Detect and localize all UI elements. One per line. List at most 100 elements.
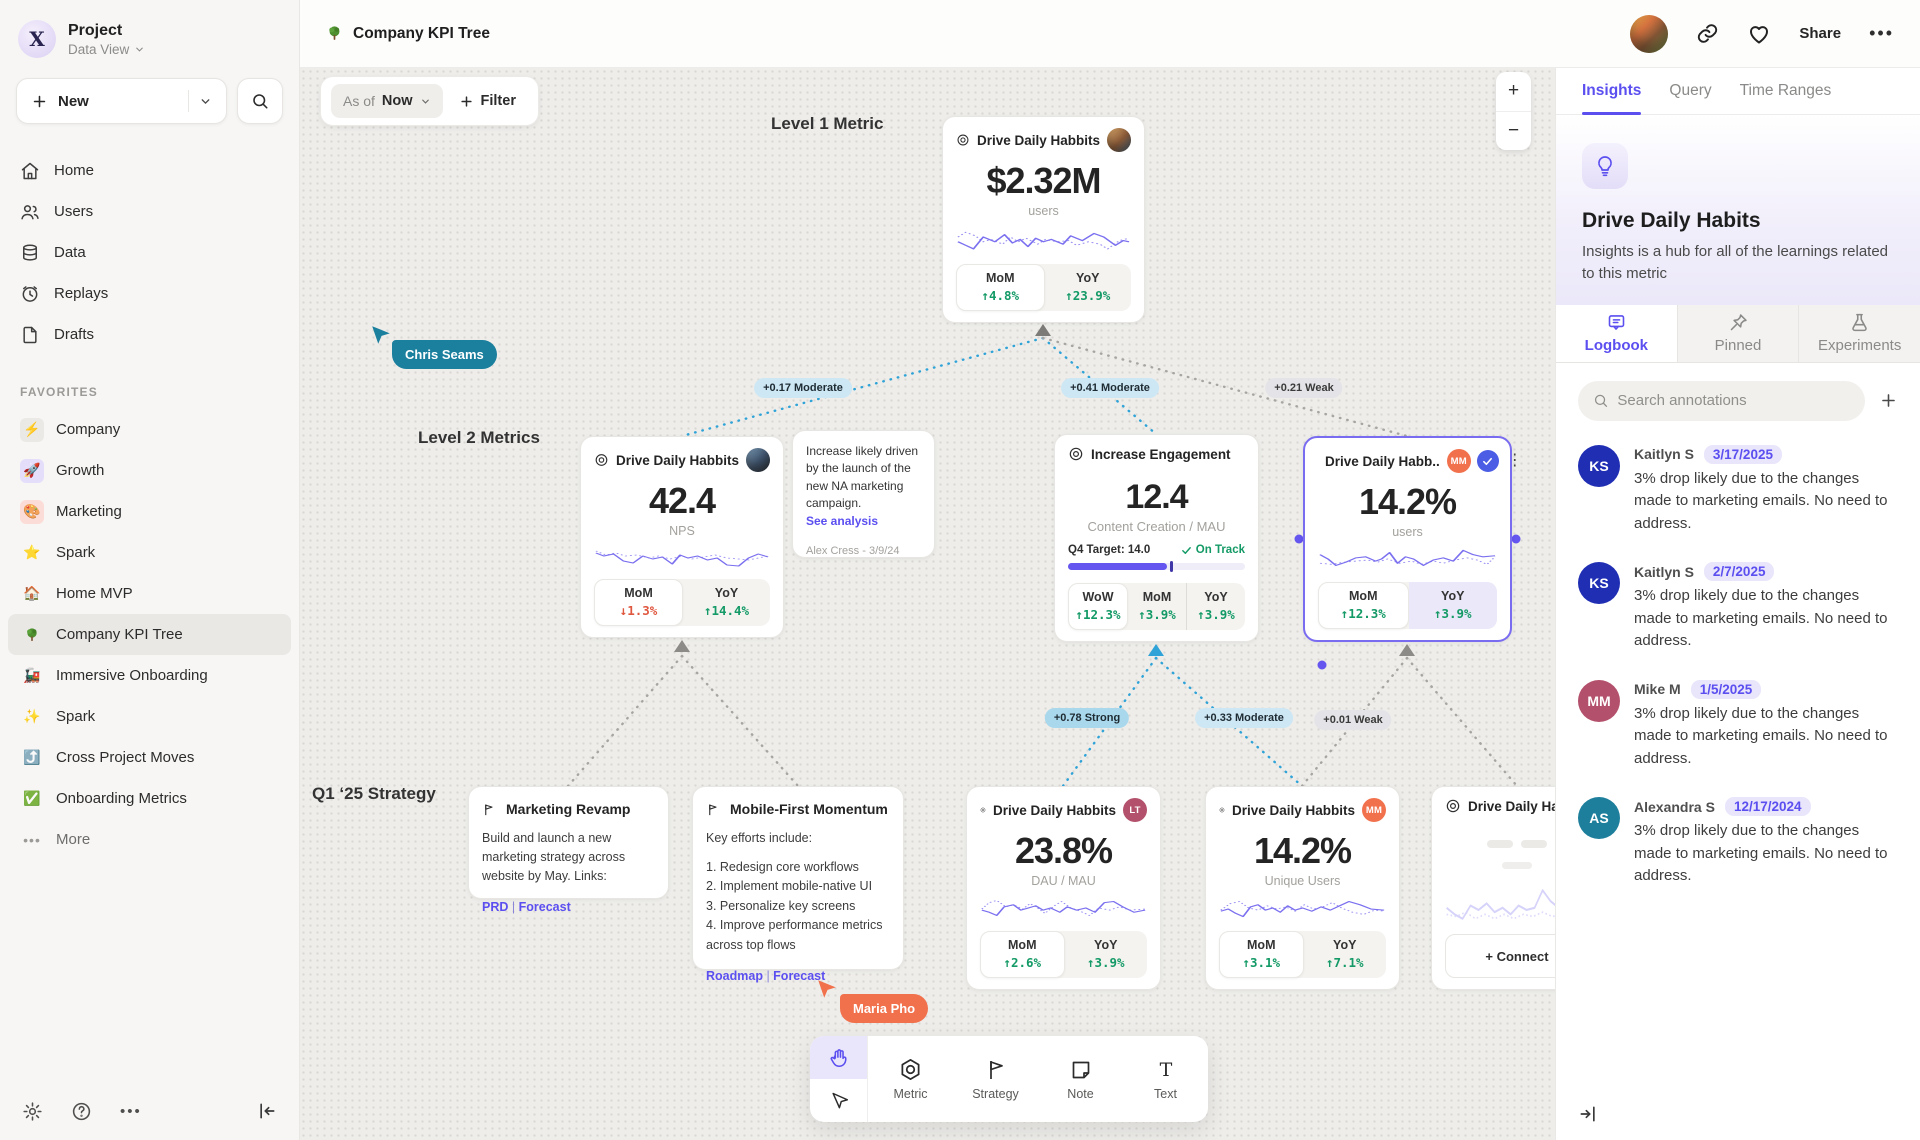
metric-card-partial[interactable]: Drive Daily Hab + Connect	[1431, 786, 1555, 990]
favorite-cross-project-moves[interactable]: ⤴️ Cross Project Moves	[8, 737, 291, 778]
favorite-company-kpi-tree[interactable]: Company KPI Tree	[8, 614, 291, 655]
prd-link[interactable]: PRD	[482, 899, 509, 914]
favorite-company[interactable]: ⚡ Company	[8, 409, 291, 450]
text-tool[interactable]: T Text	[1154, 1058, 1177, 1101]
search-icon	[1594, 394, 1608, 407]
note-tool[interactable]: Note	[1038, 1036, 1123, 1122]
favorite-spark-2[interactable]: ✨ Spark	[8, 696, 291, 737]
project-switcher[interactable]: X Project Data View	[0, 0, 299, 64]
stat-mom[interactable]: MoM ↑4.8%	[956, 264, 1045, 311]
more-options-icon[interactable]: •••	[120, 1102, 142, 1120]
metric-card-dau-mau[interactable]: Drive Daily Habbits LT 23.8% DAU / MAU M…	[966, 786, 1161, 990]
tab-query[interactable]: Query	[1669, 82, 1712, 99]
strategy-card-marketing-revamp[interactable]: Marketing Revamp Build and launch a new …	[468, 786, 669, 914]
stat-mom[interactable]: MoM ↑12.3%	[1318, 582, 1409, 629]
metric-value: 14.2%	[1358, 481, 1457, 522]
metric-value: 12.4	[1125, 478, 1188, 516]
document-title: Company KPI Tree	[326, 25, 490, 43]
search-button[interactable]	[237, 78, 283, 124]
tab-time-ranges[interactable]: Time Ranges	[1739, 82, 1832, 99]
canvas-note-analysis[interactable]: Increase likely driven by the launch of …	[792, 430, 935, 558]
sidebar-item-replays[interactable]: Replays	[0, 273, 299, 314]
annotation-search-input[interactable]	[1617, 392, 1850, 409]
tab-insights[interactable]: Insights	[1582, 68, 1642, 115]
lightning-icon: ⚡	[20, 417, 44, 442]
roadmap-link[interactable]: Roadmap	[706, 968, 763, 983]
stat-mom[interactable]: MoM ↑3.9%	[1138, 590, 1176, 622]
select-pointer-tool[interactable]	[810, 1079, 867, 1122]
annotation-item[interactable]: AS Alexandra S 12/17/2024 3% drop likely…	[1578, 797, 1898, 888]
strategy-label: Q1 ‘25 Strategy	[312, 784, 436, 803]
metric-card-engagement[interactable]: Increase Engagement 12.4 Content Creatio…	[1054, 434, 1259, 642]
pan-hand-tool[interactable]	[810, 1036, 867, 1079]
new-button[interactable]: New	[16, 78, 227, 124]
annotation-item[interactable]: KS Kaitlyn S 2/7/2025 3% drop likely due…	[1578, 562, 1898, 653]
favorite-immersive-onboarding[interactable]: 🚂 Immersive Onboarding	[8, 655, 291, 696]
favorite-growth[interactable]: 🚀 Growth	[8, 450, 291, 491]
metric-card-unique-users[interactable]: Drive Daily Habbits MM 14.2% Unique User…	[1205, 786, 1400, 990]
favorite-onboarding-metrics[interactable]: ✅ Onboarding Metrics	[8, 778, 291, 819]
sidebar-item-data[interactable]: Data	[0, 232, 299, 273]
add-annotation-button[interactable]	[1879, 391, 1898, 410]
edge-label: +0.17 Moderate	[754, 378, 852, 398]
metric-card-level1[interactable]: Drive Daily Habbits $2.32M users MoM ↑4.…	[942, 116, 1145, 323]
collapse-sidebar-icon[interactable]	[257, 1101, 277, 1121]
stat-yoy[interactable]: YoY ↑3.9%	[1408, 582, 1497, 629]
subtab-logbook[interactable]: Logbook	[1556, 304, 1677, 362]
star-icon: ⭐	[23, 544, 41, 560]
favorite-marketing[interactable]: 🎨 Marketing	[8, 491, 291, 532]
metric-tool[interactable]: Metric	[868, 1036, 953, 1122]
card-menu-icon[interactable]: ⋮	[1506, 452, 1523, 469]
stat-mom[interactable]: MoM ↓1.3%	[594, 579, 683, 626]
stat-yoy[interactable]: YoY ↑3.9%	[1086, 938, 1125, 970]
metric-card-nps[interactable]: Drive Daily Habbits 42.4 NPS MoM ↓1.3% Y…	[580, 436, 784, 638]
subtab-experiments[interactable]: Experiments	[1798, 304, 1920, 362]
stat-yoy[interactable]: YoY ↑23.9%	[1065, 271, 1111, 303]
stat-yoy[interactable]: YoY ↑7.1%	[1325, 938, 1364, 970]
sidebar-item-home[interactable]: Home	[0, 150, 299, 191]
zoom-out-button[interactable]: −	[1507, 119, 1520, 141]
favorite-heart-icon[interactable]	[1747, 22, 1771, 46]
connect-button[interactable]: + Connect	[1445, 934, 1555, 978]
help-icon[interactable]	[71, 1101, 92, 1122]
subtab-pinned[interactable]: Pinned	[1676, 304, 1799, 362]
favorites-more-button[interactable]: ••• More	[8, 819, 291, 860]
sidebar-item-drafts[interactable]: Drafts	[0, 314, 299, 355]
stat-wow[interactable]: WoW ↑12.3%	[1068, 583, 1128, 630]
settings-gear-icon[interactable]	[22, 1101, 43, 1122]
metric-card-selected[interactable]: Drive Daily Habb.. MM ⋮ 14.2% users MoM …	[1303, 436, 1523, 642]
annotation-search[interactable]	[1578, 380, 1865, 421]
chevron-down-icon[interactable]	[199, 95, 212, 108]
favorites-heading: FAVORITES	[20, 385, 98, 399]
strategy-card-mobile-first[interactable]: Mobile-First Momentum Key efforts includ…	[692, 786, 904, 983]
more-menu-icon[interactable]: •••	[1869, 23, 1894, 43]
stat-yoy[interactable]: YoY ↑3.9%	[1186, 583, 1245, 630]
sidebar-nav: Home Users Data Replays Drafts	[0, 150, 299, 355]
forecast-link[interactable]: Forecast	[773, 968, 826, 983]
collapse-panel-icon[interactable]	[1578, 1104, 1598, 1124]
sidebar-item-users[interactable]: Users	[0, 191, 299, 232]
stat-yoy[interactable]: YoY ↑14.4%	[703, 586, 750, 618]
see-analysis-link[interactable]: See analysis	[806, 513, 879, 528]
user-avatar[interactable]	[1630, 14, 1669, 53]
favorites-list: ⚡ Company 🚀 Growth 🎨 Marketing ⭐ Spark 🏠…	[0, 409, 299, 860]
add-filter-button[interactable]: Filter	[447, 93, 528, 109]
strategy-tool[interactable]: Strategy	[953, 1036, 1038, 1122]
stat-mom[interactable]: MoM ↑2.6%	[980, 931, 1065, 978]
favorite-home-mvp[interactable]: 🏠 Home MVP	[8, 573, 291, 614]
copy-link-icon[interactable]	[1696, 22, 1719, 45]
as-of-selector[interactable]: As of Now	[331, 84, 443, 118]
forecast-link[interactable]: Forecast	[518, 899, 571, 914]
annotation-item[interactable]: MM Mike M 1/5/2025 3% drop likely due to…	[1578, 679, 1898, 771]
pointer-arrow-icon	[831, 1092, 848, 1108]
project-view-selector[interactable]: Data View	[68, 42, 145, 57]
kpi-tree-canvas[interactable]: As of Now Filter + − Level 1 Metric Leve…	[300, 68, 1555, 1140]
favorite-spark[interactable]: ⭐ Spark	[8, 532, 291, 573]
zoom-in-button[interactable]: +	[1496, 72, 1531, 112]
stat-mom[interactable]: MoM ↑3.1%	[1219, 931, 1304, 978]
metric-value: $2.32M	[986, 160, 1101, 201]
share-button[interactable]: Share	[1799, 25, 1842, 42]
edge-label: +0.21 Weak	[1265, 378, 1343, 398]
annotation-item[interactable]: KS Kaitlyn S 3/17/2025 3% drop likely du…	[1578, 444, 1898, 536]
annotation-date-badge: 2/7/2025	[1703, 562, 1775, 581]
